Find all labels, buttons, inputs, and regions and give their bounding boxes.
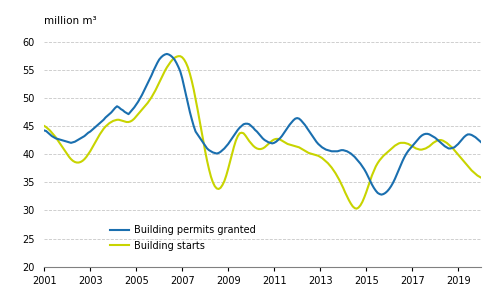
Line: Building permits granted: Building permits granted [44, 54, 491, 195]
Building permits granted [470, 134, 476, 138]
Building starts [198, 129, 204, 132]
Building starts [114, 118, 120, 122]
Building starts [41, 124, 47, 128]
Building permits granted [114, 105, 120, 108]
Building starts [346, 198, 352, 202]
Building starts [175, 54, 181, 58]
Building permits granted [164, 52, 170, 56]
Building permits granted [379, 193, 384, 196]
Building starts [72, 160, 78, 164]
Line: Building starts: Building starts [44, 56, 491, 209]
Building permits granted [41, 129, 47, 132]
Building starts [470, 170, 476, 174]
Building permits granted [72, 140, 78, 144]
Building permits granted [198, 138, 204, 142]
Building starts [60, 147, 66, 150]
Legend: Building permits granted, Building starts: Building permits granted, Building start… [106, 221, 260, 255]
Building permits granted [60, 139, 66, 142]
Building permits granted [346, 151, 352, 154]
Building starts [354, 207, 359, 211]
Text: million m³: million m³ [44, 15, 97, 25]
